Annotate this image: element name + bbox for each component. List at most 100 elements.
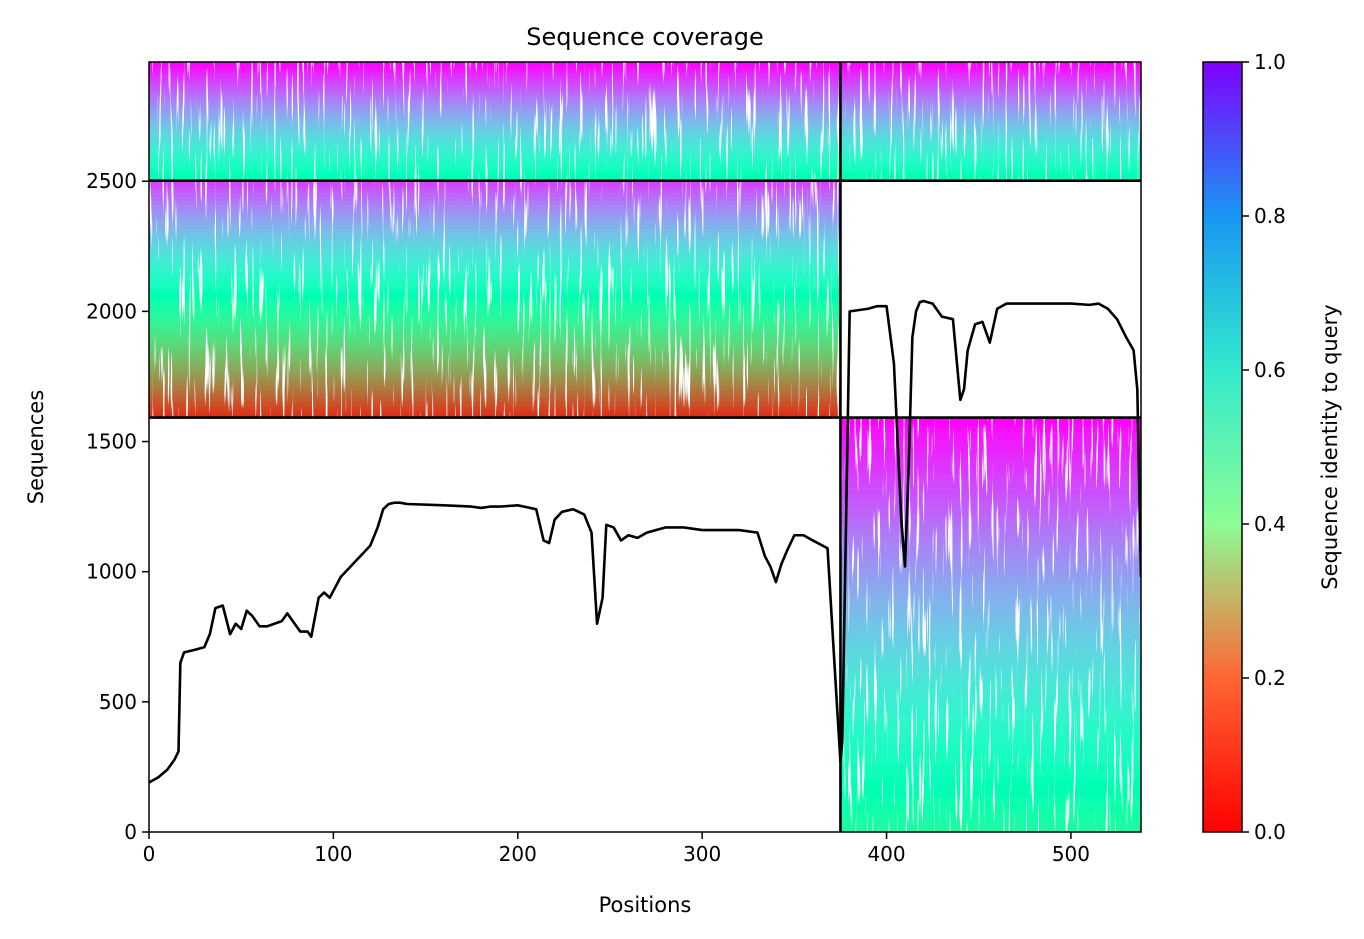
msa-band	[840, 514, 1141, 522]
msa-band	[149, 109, 1141, 113]
msa-band	[149, 362, 841, 367]
msa-band	[840, 707, 1141, 716]
msa-band	[840, 811, 1141, 819]
msa-band	[149, 62, 1141, 65]
msa-band	[840, 742, 1141, 750]
msa-band	[149, 154, 1141, 158]
msa-band	[149, 168, 1141, 172]
msa-band	[840, 645, 1141, 654]
msa-band	[149, 318, 841, 324]
x-tick-label: 300	[683, 842, 721, 866]
msa-band	[149, 330, 841, 336]
msa-band	[840, 818, 1141, 826]
msa-band	[840, 631, 1141, 640]
plot-area	[149, 62, 1141, 832]
msa-band	[149, 401, 841, 407]
y-tick-label: 500	[99, 690, 137, 714]
msa-band	[840, 659, 1141, 667]
msa-band	[149, 224, 841, 229]
msa-band	[840, 500, 1141, 508]
y-tick-label: 0	[124, 820, 137, 844]
msa-band	[149, 303, 841, 308]
msa-band	[840, 445, 1141, 453]
msa-band	[149, 291, 841, 296]
msa-band	[149, 338, 841, 344]
msa-band	[149, 137, 1141, 140]
msa-band	[840, 583, 1141, 591]
msa-band	[149, 251, 841, 257]
msa-band	[840, 541, 1141, 550]
msa-band	[149, 310, 841, 316]
colorbar-tick-label: 0.4	[1254, 512, 1286, 536]
msa-band	[149, 346, 841, 352]
msa-band	[149, 99, 1141, 103]
msa-band	[840, 769, 1141, 778]
msa-band	[840, 790, 1141, 799]
x-tick-label: 0	[143, 842, 156, 866]
msa-band	[149, 255, 841, 261]
block-separators	[149, 62, 1141, 832]
msa-band	[149, 295, 841, 300]
x-tick-label: 100	[314, 842, 352, 866]
msa-band	[840, 417, 1141, 426]
msa-band	[149, 103, 1141, 107]
msa-band	[149, 65, 1141, 69]
msa-band	[149, 73, 1141, 77]
msa-band	[149, 121, 1141, 124]
msa-band	[840, 617, 1141, 626]
msa-band	[149, 389, 841, 395]
msa-band	[840, 452, 1141, 460]
colorbar-tick-label: 0.2	[1254, 666, 1286, 690]
msa-band	[149, 358, 841, 363]
x-tick-label: 500	[1052, 842, 1090, 866]
msa-band	[840, 604, 1141, 612]
msa-band	[840, 576, 1141, 584]
msa-band	[840, 562, 1141, 571]
msa-band	[149, 413, 841, 419]
msa-band	[840, 438, 1141, 446]
msa-block-chain-2-only	[840, 417, 1141, 832]
colorbar-label: Sequence identity to query	[1318, 304, 1342, 589]
msa-band	[840, 776, 1141, 785]
msa-band	[840, 686, 1141, 695]
msa-band	[149, 283, 841, 288]
msa-band	[149, 81, 1141, 85]
msa-band	[149, 162, 1141, 166]
msa-band	[840, 590, 1141, 598]
msa-band	[149, 204, 841, 209]
msa-band	[149, 139, 1141, 142]
msa-band	[149, 127, 1141, 130]
msa-band	[840, 424, 1141, 432]
msa-band	[840, 521, 1141, 529]
msa-band	[840, 693, 1141, 702]
msa-band	[149, 180, 841, 186]
msa-band	[149, 158, 1141, 162]
msa-band	[149, 354, 841, 359]
msa-band	[149, 71, 1141, 75]
msa-band	[149, 160, 1141, 164]
colorbar-tick-label: 0.0	[1254, 820, 1286, 844]
msa-band	[840, 666, 1141, 674]
msa-band	[149, 220, 841, 225]
msa-band	[149, 111, 1141, 115]
msa-band	[149, 366, 841, 371]
msa-band	[149, 299, 841, 304]
msa-band	[840, 459, 1141, 467]
msa-band	[149, 405, 841, 411]
coverage-line	[149, 299, 1141, 784]
msa-block-paired-both-chains	[149, 62, 1141, 182]
plot-frame	[148, 61, 1142, 833]
x-tick-label: 200	[499, 842, 537, 866]
msa-band	[149, 235, 841, 241]
msa-band	[149, 75, 1141, 79]
msa-band	[840, 652, 1141, 660]
msa-band	[840, 624, 1141, 633]
msa-band	[840, 735, 1141, 743]
msa-band	[149, 232, 841, 237]
msa-band	[840, 680, 1141, 688]
msa-band	[149, 63, 1141, 67]
msa-band	[149, 397, 841, 403]
msa-band	[840, 762, 1141, 771]
msa-band	[840, 700, 1141, 709]
